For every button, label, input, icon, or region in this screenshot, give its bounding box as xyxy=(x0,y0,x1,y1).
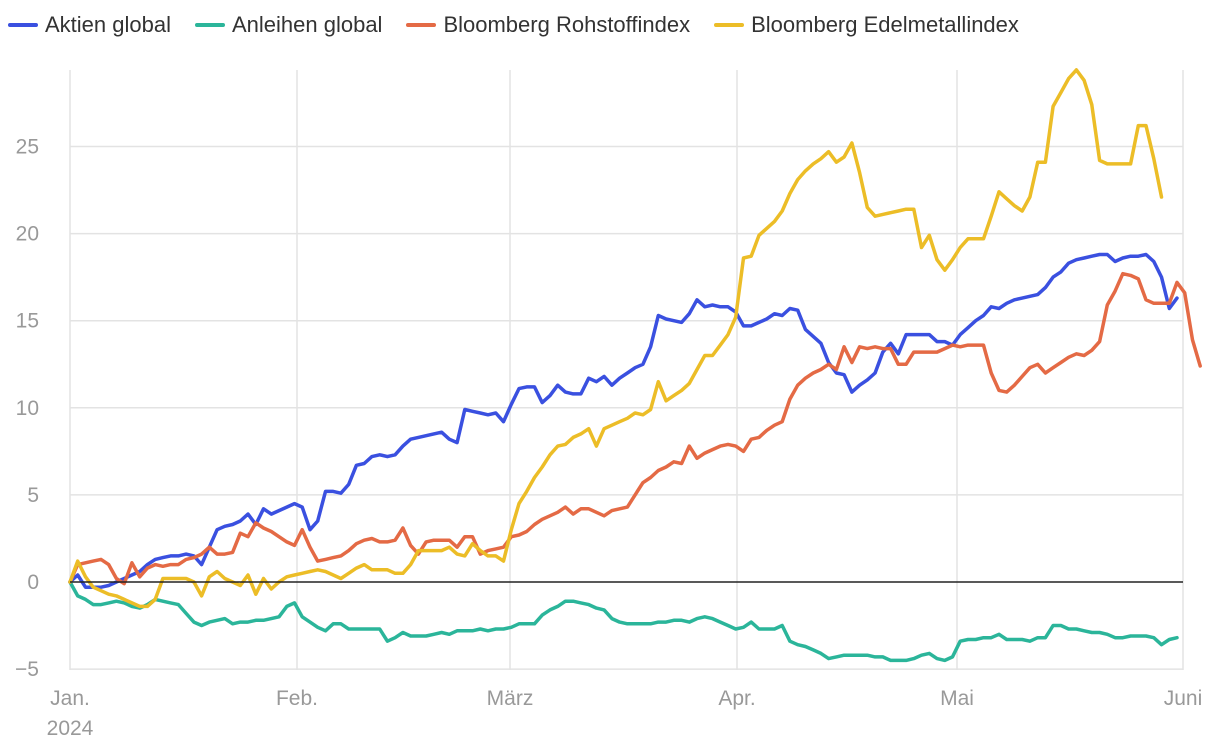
y-tick-label: 0 xyxy=(27,571,39,594)
series-line-bloomberg-rohstoffindex xyxy=(68,271,1202,586)
x-tick-label: Juni xyxy=(1164,687,1203,710)
legend-label-rohstoffindex: Bloomberg Rohstoffindex xyxy=(443,12,691,37)
y-tick-label: 15 xyxy=(16,310,39,333)
legend-item-anleihen-global[interactable]: Anleihen global xyxy=(194,12,383,38)
x-year-label: 2024 xyxy=(47,717,94,740)
y-tick-label: 25 xyxy=(16,136,39,159)
x-tick-label: Jan. xyxy=(50,687,90,710)
legend-item-aktien-global[interactable]: Aktien global xyxy=(8,12,171,38)
series-layer xyxy=(68,68,1202,663)
legend-label-edelmetallindex: Bloomberg Edelmetallindex xyxy=(751,12,1019,37)
y-tick-label: 20 xyxy=(16,223,39,246)
x-tick-label: Mai xyxy=(940,687,974,710)
legend-swatch-edelmetallindex xyxy=(714,23,745,27)
series-line-bloomberg-edelmetallindex xyxy=(68,68,1164,609)
y-tick-label: −5 xyxy=(15,658,39,681)
legend-swatch-anleihen-global xyxy=(194,23,225,27)
x-tick-label: Feb. xyxy=(276,687,318,710)
legend-item-edelmetallindex[interactable]: Bloomberg Edelmetallindex xyxy=(714,12,1019,38)
legend-swatch-aktien-global xyxy=(8,23,38,27)
axis-layer: −5 0 5 10 15 20 25 Jan. Feb. März Apr. Mai Juni 2024 xyxy=(15,136,1202,741)
y-tick-label: 5 xyxy=(27,484,39,507)
legend-swatch-rohstoffindex xyxy=(406,23,437,27)
x-tick-label: März xyxy=(487,687,534,710)
x-tick-label: Apr. xyxy=(718,687,755,710)
legend-label-aktien-global: Aktien global xyxy=(45,12,171,37)
legend-label-anleihen-global: Anleihen global xyxy=(231,12,383,37)
y-tick-label: 10 xyxy=(16,397,39,420)
series-line-anleihen-global xyxy=(68,580,1179,663)
grid-layer xyxy=(69,70,1184,670)
legend-item-rohstoffindex[interactable]: Bloomberg Rohstoffindex xyxy=(406,12,690,38)
chart-legend: Aktien global Anleihen global Bloomberg … xyxy=(8,12,1043,38)
